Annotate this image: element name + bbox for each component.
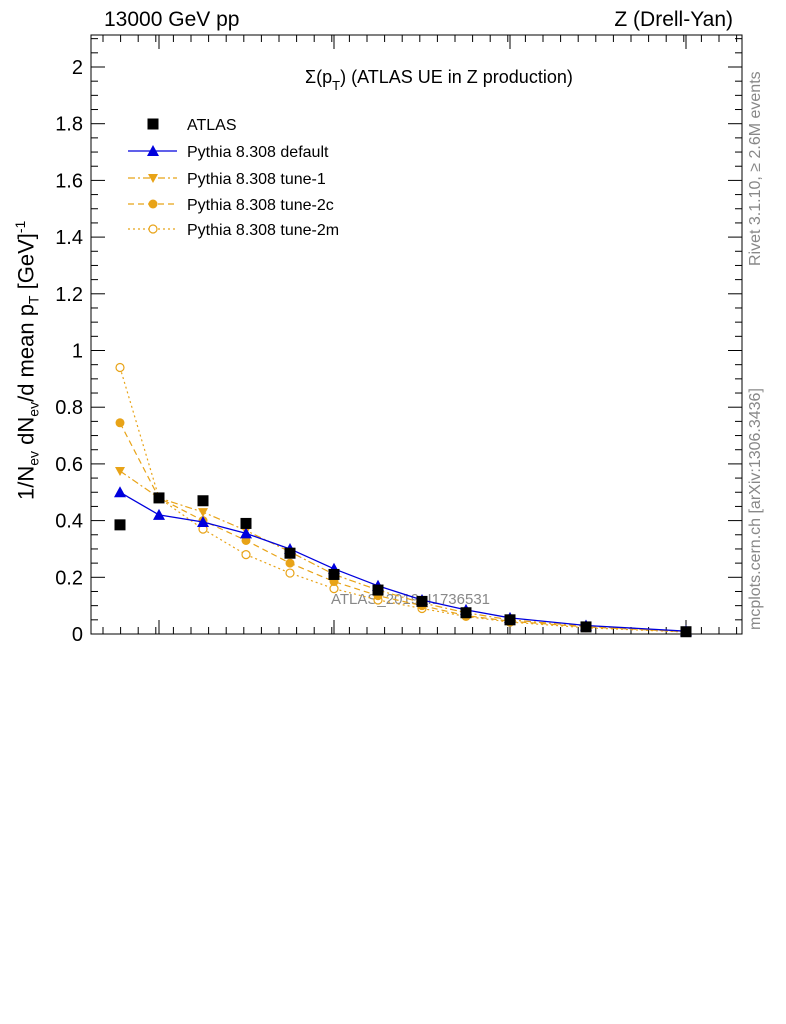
data-point-atlas — [284, 547, 296, 559]
series-line-pythia-8-308-tune-1 — [119, 470, 687, 633]
legend-marker-pythia-8-308-tune-2c — [148, 199, 158, 209]
data-point-pythia-8-308-default — [197, 516, 209, 528]
legend-label-pythia-8-308-default: Pythia 8.308 default — [187, 144, 329, 161]
y-tick-label: 1 — [72, 341, 83, 363]
data-point-atlas — [197, 495, 209, 507]
data-point-atlas — [240, 517, 252, 529]
data-point-atlas — [114, 519, 126, 531]
data-point-pythia-8-308-default — [114, 486, 126, 498]
legend-label-pythia-8-308-tune-2c: Pythia 8.308 tune-2c — [187, 197, 334, 214]
y-tick-label: 2 — [72, 57, 83, 79]
data-point-atlas — [504, 614, 516, 626]
y-tick-label: 1.2 — [55, 284, 83, 306]
legend-marker-pythia-8-308-tune-1 — [148, 174, 158, 183]
data-point-atlas — [328, 568, 340, 580]
header-process-label: 13000 GeV pp — [104, 8, 240, 31]
y-tick-label: 0 — [72, 624, 83, 646]
y-tick-label: 0.6 — [55, 454, 83, 476]
legend-label-atlas: ATLAS — [187, 117, 237, 134]
data-point-pythia-8-308-tune-1 — [115, 466, 125, 476]
data-point-pythia-8-308-default — [240, 527, 252, 539]
data-point-pythia-8-308-tune-2m — [241, 550, 251, 560]
data-point-atlas — [580, 621, 592, 633]
data-point-atlas — [372, 584, 384, 596]
series-line-pythia-8-308-tune-2c — [119, 422, 687, 633]
legend-marker-pythia-8-308-tune-2m — [148, 224, 158, 234]
y-tick-label: 0.8 — [55, 397, 83, 419]
data-point-atlas — [680, 626, 692, 638]
y-tick-label: 1.8 — [55, 114, 83, 136]
legend-marker-pythia-8-308-default — [147, 145, 159, 156]
data-point-pythia-8-308-tune-2m — [115, 362, 125, 373]
plot-frame — [90, 34, 743, 635]
header-channel-label: Z (Drell-Yan) — [614, 8, 733, 31]
data-point-atlas — [416, 595, 428, 607]
data-point-pythia-8-308-default — [153, 508, 165, 520]
series-line-pythia-8-308-default — [119, 491, 687, 632]
data-point-atlas — [153, 492, 165, 504]
legend-marker-atlas — [147, 118, 159, 130]
legend-label-pythia-8-308-tune-1: Pythia 8.308 tune-1 — [187, 171, 326, 188]
y-tick-label: 0.2 — [55, 567, 83, 589]
legend-label-pythia-8-308-tune-2m: Pythia 8.308 tune-2m — [187, 222, 339, 239]
series-line-pythia-8-308-tune-2m — [119, 367, 687, 633]
y-tick-label: 1.6 — [55, 170, 83, 192]
y-tick-label: 1.4 — [55, 227, 83, 249]
y-tick-label: 0.4 — [55, 511, 83, 533]
data-point-pythia-8-308-tune-1 — [198, 508, 208, 518]
data-point-pythia-8-308-tune-2c — [115, 418, 125, 428]
data-point-pythia-8-308-tune-2c — [285, 558, 295, 568]
data-point-atlas — [460, 607, 472, 619]
chart-title: Σ(pT) (ATLAS UE in Z production) — [305, 67, 573, 93]
data-point-pythia-8-308-tune-2m — [285, 568, 295, 578]
